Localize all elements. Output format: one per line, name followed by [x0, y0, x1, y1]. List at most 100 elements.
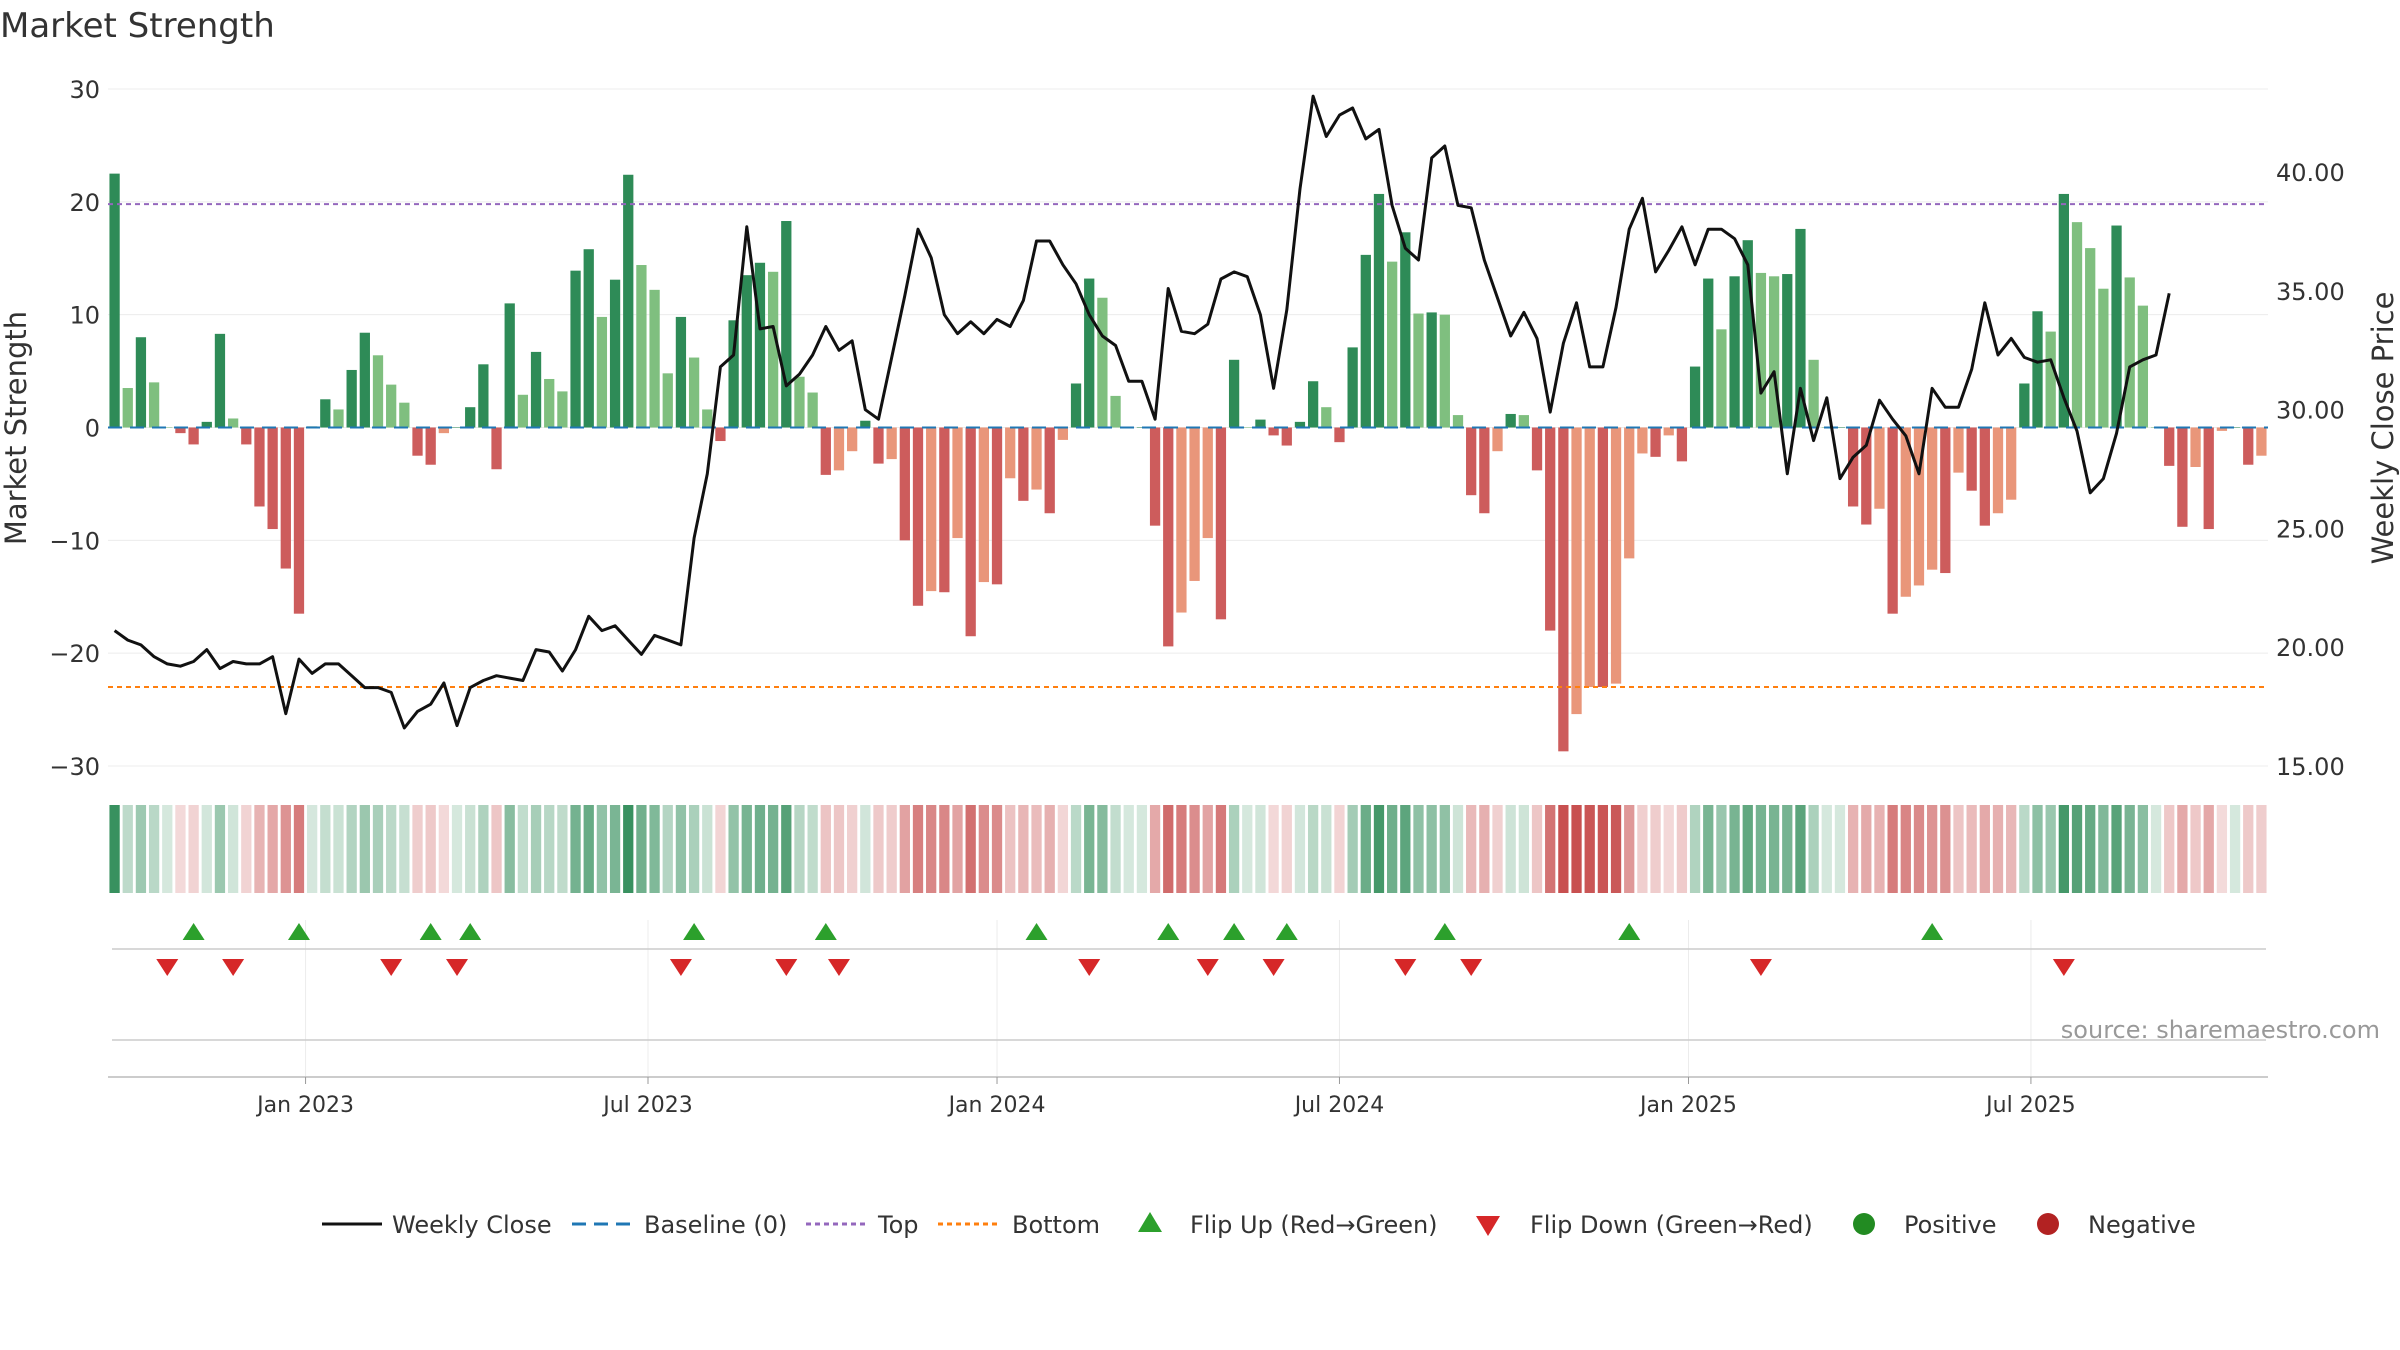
legend-bottom-label: Bottom — [1012, 1211, 1100, 1239]
strength-bar — [201, 421, 212, 428]
strength-bar — [1466, 427, 1477, 496]
legend-positive-label: Positive — [1904, 1211, 1997, 1239]
heat-strip-cell — [333, 805, 344, 893]
heat-strip-cell — [1005, 805, 1016, 893]
strength-bar — [1795, 228, 1806, 428]
heat-strip-cell — [2229, 805, 2241, 893]
strength-bar — [1518, 415, 1529, 428]
strength-bar — [1202, 427, 1213, 539]
x-tick-label: Jul 2024 — [1293, 1093, 1385, 1118]
heat-strip-cell — [1452, 805, 1464, 893]
heat-strip-cell — [359, 805, 370, 893]
heat-strip-cell — [2111, 805, 2122, 893]
heat-strip-cell — [1808, 805, 1819, 893]
heat-strip-cell — [2256, 805, 2267, 893]
heat-strip-cell — [386, 805, 397, 893]
strength-bar — [991, 427, 1003, 585]
heat-strip-cell — [794, 805, 805, 893]
strength-bar — [2256, 427, 2267, 456]
heat-strip-cell — [1663, 805, 1674, 893]
heat-strip-cell — [767, 805, 779, 893]
strength-bar — [1808, 359, 1819, 428]
strength-bar — [1084, 278, 1095, 428]
heat-strip-cell — [1689, 805, 1701, 893]
flip-up-marker — [287, 923, 310, 940]
strength-bar — [1703, 278, 1714, 428]
heat-strip-cell — [2190, 805, 2201, 893]
strength-bar — [1992, 427, 2004, 514]
heat-strip-cell — [833, 805, 845, 893]
heat-strip-cell — [1610, 805, 1622, 893]
heat-strip-cell — [1755, 805, 1767, 893]
flip-down-marker — [156, 959, 179, 976]
heat-strip-cell — [1360, 805, 1371, 893]
heat-strip-cell — [2032, 805, 2043, 893]
strength-bar — [2019, 383, 2030, 428]
heat-strip-cell — [1281, 805, 1292, 893]
heat-strip-cell — [965, 805, 976, 893]
heat-strip-cell — [1953, 805, 1964, 893]
strength-bar — [2111, 225, 2122, 428]
heat-strip-cell — [1149, 805, 1161, 893]
strength-bar — [649, 289, 660, 428]
heat-strip-cell — [2045, 805, 2056, 893]
heat-strip-cell — [1255, 805, 1266, 893]
strength-bar — [1505, 413, 1516, 428]
strength-bar — [1492, 427, 1503, 452]
strength-bar — [122, 388, 133, 428]
heat-strip-cell — [451, 805, 463, 893]
strength-bar — [1689, 366, 1701, 428]
strength-bar — [1360, 254, 1371, 428]
strength-bar — [254, 427, 265, 507]
heat-strip-cell — [1070, 805, 1082, 893]
legend-baseline-label: Baseline (0) — [644, 1211, 787, 1239]
strength-bar — [465, 407, 476, 428]
strength-bar — [1057, 427, 1069, 440]
heat-strip-cell — [636, 805, 647, 893]
flip-down-marker — [1460, 959, 1483, 976]
strength-bar — [965, 427, 976, 637]
strength-bar — [478, 364, 489, 428]
strength-bar — [280, 427, 291, 569]
heat-strip-cell — [425, 805, 436, 893]
heat-strip-cell — [478, 805, 489, 893]
heat-strip-cell — [952, 805, 963, 893]
strength-bar — [583, 249, 594, 428]
strength-bar — [175, 427, 186, 434]
legend-flip-down-icon — [1476, 1216, 1500, 1236]
strength-bar — [1373, 193, 1385, 428]
heat-strip-cell — [491, 805, 502, 893]
heat-strip-cell — [2006, 805, 2017, 893]
strength-bar — [1149, 427, 1161, 526]
strength-bar — [1676, 427, 1688, 462]
strength-bar — [1189, 427, 1200, 581]
heat-strip-cell — [2085, 805, 2096, 893]
heat-strip-cell — [702, 805, 713, 893]
strength-bar — [1268, 427, 1279, 436]
strength-bar — [438, 427, 449, 434]
strength-bar — [1163, 427, 1174, 647]
strength-bar — [899, 427, 910, 541]
heat-strip-cell — [2137, 805, 2149, 893]
strength-bar — [1847, 427, 1859, 507]
heat-strip-cell — [162, 805, 173, 893]
y-right-tick-label: 20.00 — [2276, 634, 2345, 662]
heat-strip-cell — [2164, 805, 2175, 893]
strength-bar — [399, 402, 410, 428]
heat-strip-cell — [754, 805, 766, 893]
heat-strip-cell — [1782, 805, 1793, 893]
heat-strip-cell — [2019, 805, 2030, 893]
strength-bar — [346, 369, 357, 428]
strength-bar — [728, 320, 739, 428]
heat-strip-cell — [1373, 805, 1385, 893]
flip-down-marker — [380, 959, 403, 976]
strength-bar — [227, 418, 239, 428]
strength-bar — [544, 378, 555, 428]
strength-bar — [1215, 427, 1227, 620]
strength-bar — [1044, 427, 1055, 514]
heat-strip-cell — [267, 805, 278, 893]
strength-bar — [162, 427, 173, 428]
x-tick-label: Jan 2025 — [1638, 1093, 1737, 1118]
heat-strip-cell — [662, 805, 673, 893]
flip-down-marker — [827, 959, 850, 976]
